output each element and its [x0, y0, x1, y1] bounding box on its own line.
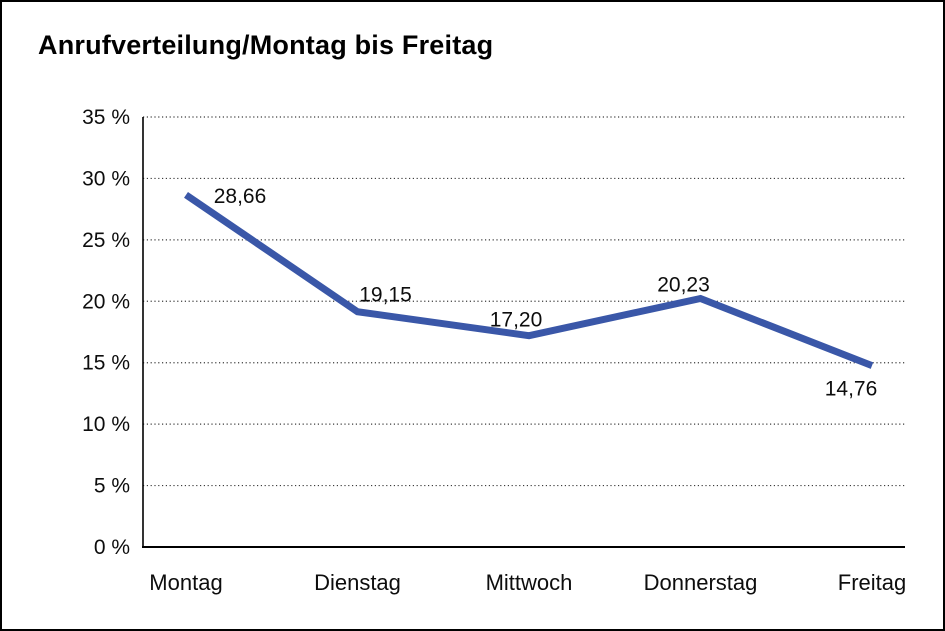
x-category-label: Dienstag: [314, 570, 401, 595]
x-category-label: Donnerstag: [644, 570, 758, 595]
y-tick-label: 25 %: [82, 229, 130, 252]
data-point-label: 19,15: [359, 284, 412, 307]
y-tick-label: 20 %: [82, 290, 130, 313]
y-tick-label: 5 %: [94, 475, 130, 498]
y-tick-label: 10 %: [82, 413, 130, 436]
y-tick-label: 30 %: [82, 167, 130, 190]
data-series-line: [184, 191, 874, 369]
x-category-label: Mittwoch: [486, 570, 573, 595]
data-point-label: 20,23: [657, 273, 710, 296]
chart-title: Anrufverteilung/Montag bis Freitag: [38, 30, 494, 60]
y-tick-label: 0 %: [94, 536, 130, 559]
data-point-label: 17,20: [490, 309, 543, 332]
y-tick-label: 15 %: [82, 352, 130, 375]
y-tick-label: 35 %: [82, 106, 130, 129]
x-category-label: Montag: [149, 570, 222, 595]
x-category-label: Freitag: [838, 570, 906, 595]
data-point-label: 28,66: [214, 185, 267, 208]
data-point-label: 14,76: [825, 378, 878, 401]
